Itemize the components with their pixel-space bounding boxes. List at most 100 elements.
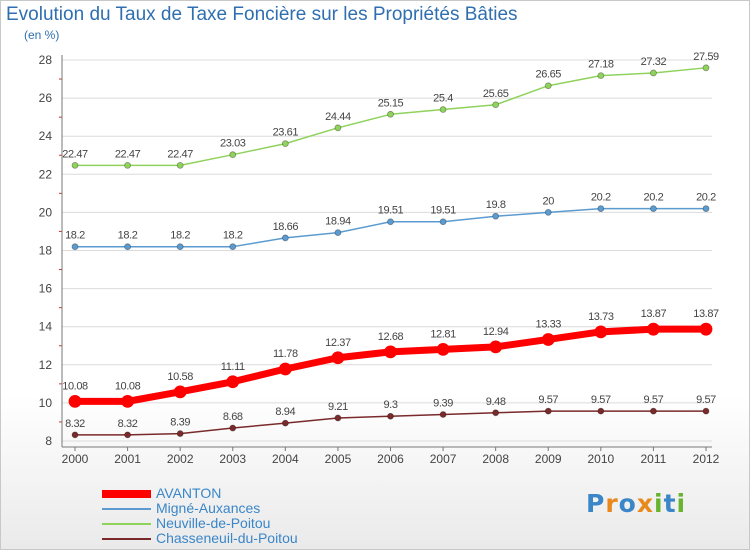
x-tick-label: 2003 — [219, 452, 246, 466]
data-label: 25.65 — [483, 88, 509, 100]
data-point — [334, 229, 342, 236]
data-point — [544, 407, 552, 415]
data-label: 9.48 — [486, 396, 506, 408]
legend-swatch — [102, 538, 151, 540]
data-label: 18.2 — [118, 230, 138, 242]
data-point — [594, 325, 608, 339]
data-point — [124, 243, 131, 251]
data-point — [439, 218, 447, 226]
data-point — [439, 411, 447, 418]
data-label: 18.66 — [273, 221, 299, 233]
data-label: 12.37 — [325, 337, 351, 349]
data-label: 11.78 — [273, 348, 298, 360]
logo-letter: t — [663, 489, 677, 518]
data-point — [71, 431, 79, 439]
data-label: 9.57 — [644, 394, 664, 406]
y-tick-label: 8 — [45, 434, 52, 448]
data-point — [541, 333, 555, 346]
data-label: 25.15 — [378, 97, 404, 109]
data-label: 10.08 — [115, 380, 141, 392]
data-label: 12.81 — [430, 328, 456, 340]
data-point — [176, 430, 184, 437]
data-label: 18.94 — [325, 216, 351, 228]
data-label: 18.2 — [65, 230, 85, 242]
data-label: 26.65 — [535, 69, 561, 81]
y-tick-label: 24 — [39, 129, 53, 143]
data-point — [226, 375, 240, 389]
legend-swatch — [102, 523, 151, 525]
data-point — [176, 161, 184, 169]
data-point — [650, 407, 657, 415]
data-label: 9.57 — [696, 394, 716, 406]
data-point — [492, 212, 500, 220]
data-label: 22.47 — [167, 148, 193, 160]
x-tick-label: 2000 — [62, 452, 89, 466]
data-point — [387, 110, 394, 118]
data-label: 27.32 — [641, 56, 667, 68]
y-tick-label: 20 — [39, 205, 53, 219]
data-point — [173, 385, 187, 399]
data-point — [331, 351, 345, 365]
data-point — [278, 362, 292, 376]
data-label: 8.39 — [170, 417, 190, 429]
chart-unit-label: (en %) — [24, 28, 60, 42]
x-tick-label: 2011 — [641, 452, 667, 466]
logo-letter: x — [636, 489, 654, 518]
data-label: 27.18 — [588, 59, 614, 71]
legend-swatch — [102, 490, 151, 498]
data-point — [124, 431, 131, 439]
data-point — [702, 205, 710, 212]
data-label: 22.47 — [115, 148, 141, 160]
legend-label: AVANTON — [156, 485, 222, 501]
legend-label: Neuville-de-Poitou — [156, 515, 271, 531]
data-point — [334, 414, 342, 422]
data-point — [436, 342, 450, 356]
x-tick-label: 2004 — [272, 452, 299, 466]
data-point — [387, 412, 394, 420]
data-label: 13.33 — [535, 318, 561, 330]
y-tick-label: 12 — [39, 358, 53, 372]
data-point — [384, 345, 397, 359]
logo-letter: o — [618, 489, 637, 518]
data-label: 20.2 — [644, 192, 664, 204]
data-point — [281, 234, 289, 242]
legend-label: Migné-Auxances — [156, 500, 261, 516]
data-label: 25.4 — [433, 93, 453, 105]
data-label: 8.32 — [65, 418, 85, 430]
data-point — [544, 208, 552, 216]
data-point — [647, 322, 660, 336]
data-label: 20.2 — [591, 192, 611, 204]
data-label: 10.08 — [62, 380, 88, 392]
y-tick-label: 14 — [39, 320, 53, 334]
data-point — [489, 340, 503, 354]
x-tick-label: 2009 — [535, 452, 562, 466]
data-label: 12.68 — [378, 331, 404, 343]
x-tick-label: 2006 — [377, 452, 404, 466]
data-label: 8.68 — [223, 411, 243, 423]
data-point — [702, 407, 710, 415]
data-label: 11.11 — [221, 361, 245, 373]
data-label: 18.2 — [170, 230, 190, 242]
data-point — [68, 394, 82, 408]
y-tick-label: 10 — [39, 396, 53, 410]
data-point — [650, 205, 657, 212]
logo-letter: i — [654, 489, 664, 518]
data-label: 19.51 — [430, 205, 456, 217]
x-tick-label: 2005 — [325, 452, 352, 466]
data-label: 13.87 — [641, 308, 667, 320]
chart-title: Evolution du Taux de Taxe Foncière sur l… — [6, 4, 518, 25]
y-tick-label: 18 — [39, 244, 53, 258]
logo-letter: r — [605, 489, 619, 518]
data-label: 19.51 — [378, 205, 404, 217]
data-point — [699, 322, 713, 336]
data-point — [229, 243, 237, 251]
data-label: 20.2 — [696, 192, 716, 204]
x-tick-label: 2001 — [114, 452, 141, 466]
data-point — [439, 106, 447, 113]
x-tick-label: 2010 — [587, 452, 614, 466]
data-label: 13.87 — [693, 308, 719, 320]
data-label: 22.47 — [62, 148, 88, 160]
data-point — [544, 82, 552, 90]
data-point — [702, 64, 710, 72]
